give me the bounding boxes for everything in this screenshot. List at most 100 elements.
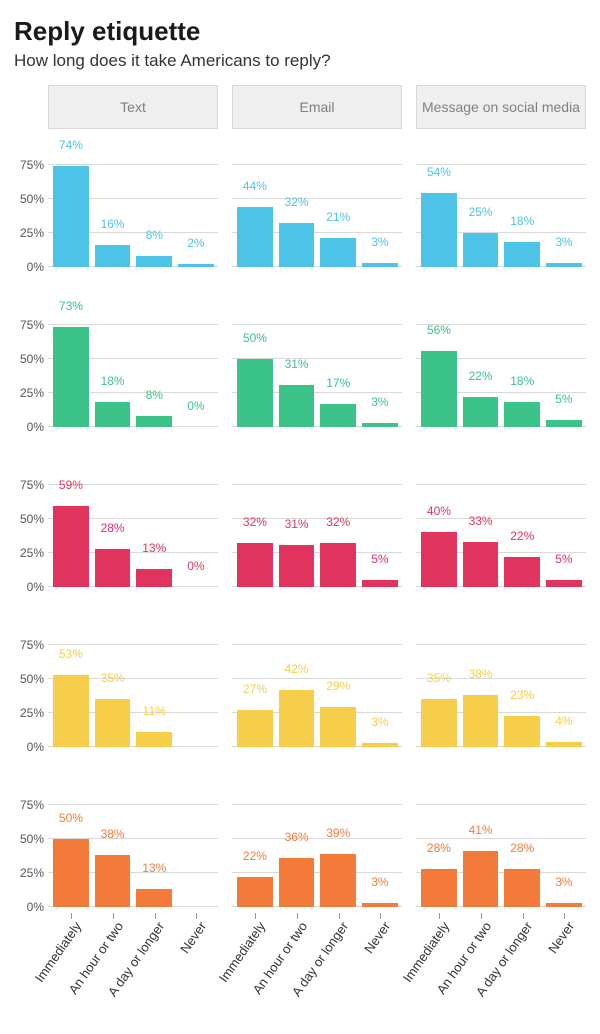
bar bbox=[362, 423, 398, 427]
bar-value-label: 5% bbox=[546, 392, 582, 406]
plot-area: 56%22%18%5% bbox=[416, 315, 586, 427]
gridline bbox=[48, 804, 218, 805]
x-axis: ImmediatelyAn hour or twoA day or longer… bbox=[232, 913, 402, 1018]
bar bbox=[362, 580, 398, 587]
bar bbox=[320, 707, 356, 747]
bar bbox=[95, 549, 131, 587]
y-axis: 0%25%50%75% bbox=[14, 297, 48, 427]
plot-area: 44%32%21%3% bbox=[232, 155, 402, 267]
chart-cell: 53%35%11% bbox=[48, 617, 218, 747]
x-tick: Never bbox=[196, 913, 198, 919]
bar-value-label: 0% bbox=[178, 559, 214, 573]
bar bbox=[178, 264, 214, 267]
bar bbox=[279, 385, 315, 427]
bar-value-label: 8% bbox=[136, 228, 172, 242]
bar bbox=[546, 420, 582, 427]
chart-cell: 56%22%18%5% bbox=[416, 297, 586, 427]
y-axis: 0%25%50%75% bbox=[14, 777, 48, 907]
x-tick-label: Never bbox=[545, 919, 577, 956]
bar-value-label: 16% bbox=[95, 217, 131, 231]
plot-area: 74%16%8%2% bbox=[48, 155, 218, 267]
chart-cell: 32%31%32%5% bbox=[232, 457, 402, 587]
x-tick-label: Never bbox=[361, 919, 393, 956]
bar-value-label: 74% bbox=[53, 138, 89, 152]
y-tick-label: 75% bbox=[20, 158, 44, 172]
plot-area: 35%38%23%4% bbox=[416, 635, 586, 747]
bar bbox=[279, 545, 315, 587]
chart-cell: 28%41%28%3% bbox=[416, 777, 586, 907]
bar bbox=[136, 732, 172, 747]
col-header-text: Text bbox=[48, 85, 218, 129]
bar-value-label: 39% bbox=[320, 826, 356, 840]
bar bbox=[136, 256, 172, 267]
bar bbox=[421, 532, 457, 587]
bar-value-label: 32% bbox=[320, 515, 356, 529]
chart-cell: 50%31%17%3% bbox=[232, 297, 402, 427]
bar-value-label: 41% bbox=[463, 823, 499, 837]
y-tick-label: 50% bbox=[20, 832, 44, 846]
y-tick-label: 0% bbox=[27, 900, 44, 914]
bar-value-label: 22% bbox=[237, 849, 273, 863]
bar bbox=[421, 699, 457, 747]
bar bbox=[53, 327, 89, 427]
gridline bbox=[232, 838, 402, 839]
plot-area: 50%38%13% bbox=[48, 795, 218, 907]
plot-area: 73%18%8%0% bbox=[48, 315, 218, 427]
bar bbox=[237, 877, 273, 907]
y-tick-label: 25% bbox=[20, 706, 44, 720]
x-tick: An hour or two bbox=[113, 913, 115, 919]
page-subtitle: How long does it take Americans to reply… bbox=[14, 51, 586, 71]
bar-value-label: 32% bbox=[279, 195, 315, 209]
x-axis: ImmediatelyAn hour or twoA day or longer… bbox=[48, 913, 218, 1018]
bar bbox=[421, 869, 457, 907]
bar bbox=[421, 193, 457, 267]
gridline bbox=[416, 838, 586, 839]
bar-value-label: 32% bbox=[237, 515, 273, 529]
y-tick-label: 0% bbox=[27, 420, 44, 434]
y-tick-label: 25% bbox=[20, 866, 44, 880]
y-tick-label: 0% bbox=[27, 740, 44, 754]
gridline bbox=[232, 164, 402, 165]
chart-grid: 0%25%50%75%74%16%8%2%44%32%21%3%54%25%18… bbox=[14, 137, 586, 907]
bar-value-label: 53% bbox=[53, 647, 89, 661]
bar-value-label: 3% bbox=[546, 875, 582, 889]
chart-cell: 22%36%39%3% bbox=[232, 777, 402, 907]
bar-value-label: 35% bbox=[421, 671, 457, 685]
y-axis: 0%25%50%75% bbox=[14, 457, 48, 587]
gridline bbox=[48, 644, 218, 645]
y-tick-label: 25% bbox=[20, 386, 44, 400]
y-tick-label: 50% bbox=[20, 512, 44, 526]
bar-value-label: 44% bbox=[237, 179, 273, 193]
bar bbox=[136, 889, 172, 907]
bar bbox=[463, 542, 499, 587]
bar bbox=[463, 695, 499, 747]
bar-value-label: 17% bbox=[320, 376, 356, 390]
bar-value-label: 38% bbox=[463, 667, 499, 681]
bar bbox=[237, 710, 273, 747]
bar-value-label: 50% bbox=[53, 811, 89, 825]
bar-value-label: 40% bbox=[421, 504, 457, 518]
bar bbox=[463, 233, 499, 267]
gridline bbox=[232, 198, 402, 199]
bar-value-label: 22% bbox=[463, 369, 499, 383]
bar bbox=[279, 690, 315, 747]
bar-value-label: 31% bbox=[279, 357, 315, 371]
x-tick: Never bbox=[564, 913, 566, 919]
gridline bbox=[232, 678, 402, 679]
bar-value-label: 2% bbox=[178, 236, 214, 250]
bar bbox=[95, 699, 131, 747]
bar bbox=[504, 869, 540, 907]
x-tick: An hour or two bbox=[481, 913, 483, 919]
bar-value-label: 18% bbox=[95, 374, 131, 388]
bar bbox=[320, 854, 356, 907]
bar bbox=[53, 166, 89, 267]
y-tick-label: 50% bbox=[20, 192, 44, 206]
column-headers: Text Email Message on social media bbox=[14, 85, 586, 129]
bar bbox=[136, 569, 172, 587]
bar-value-label: 3% bbox=[362, 395, 398, 409]
x-tick-label: Never bbox=[177, 919, 209, 956]
bar-value-label: 59% bbox=[53, 478, 89, 492]
gridline bbox=[232, 872, 402, 873]
bar-value-label: 5% bbox=[546, 552, 582, 566]
x-tick: A day or longer bbox=[338, 913, 340, 919]
